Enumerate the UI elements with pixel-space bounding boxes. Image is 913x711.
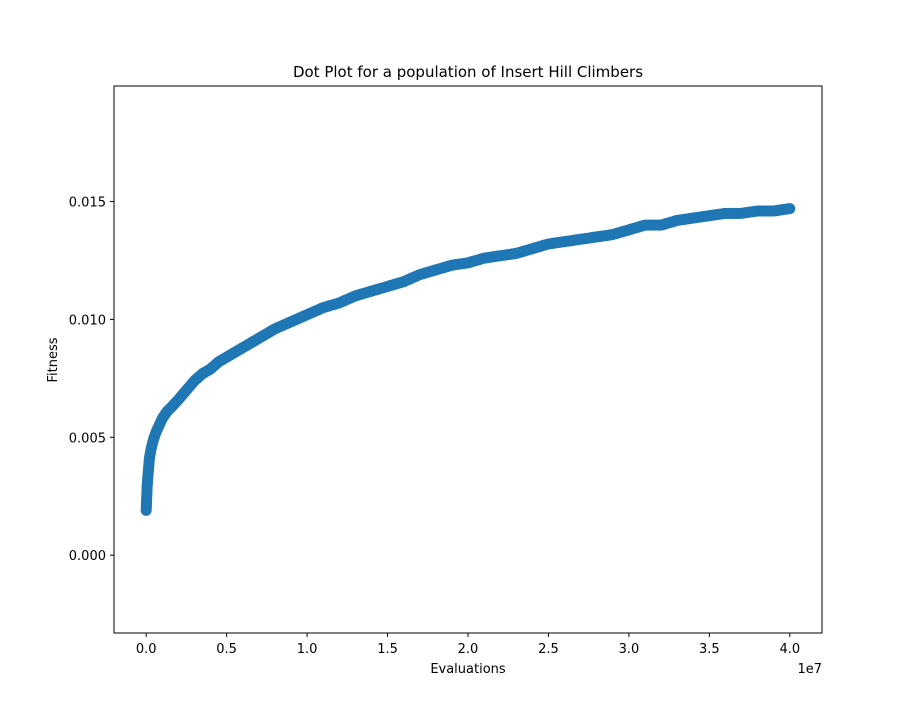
x-tick-label: 1.5 — [377, 642, 398, 657]
x-tick-label: 0.0 — [136, 642, 157, 657]
plot-area — [113, 85, 823, 634]
x-tick-label: 1.0 — [297, 642, 318, 657]
y-axis-label: Fitness — [46, 337, 61, 382]
chart-title: Dot Plot for a population of Insert Hill… — [293, 63, 643, 81]
y-tick-label: 0.000 — [69, 549, 106, 564]
y-tick-label: 0.010 — [69, 313, 106, 328]
data-point — [782, 203, 794, 215]
y-axis-ticks: 0.000 0.005 0.010 0.015 — [69, 196, 114, 564]
x-tick-label: 2.5 — [538, 642, 559, 657]
x-axis-ticks: 0.0 0.5 1.0 1.5 2.0 2.5 3.0 3.5 4.0 — [136, 633, 800, 657]
x-tick-label: 2.0 — [458, 642, 479, 657]
x-tick-label: 3.0 — [619, 642, 640, 657]
data-points — [140, 203, 796, 516]
x-tick-label: 4.0 — [779, 642, 800, 657]
x-tick-label: 3.5 — [699, 642, 720, 657]
x-axis-offset-label: 1e7 — [797, 662, 822, 677]
y-tick-label: 0.015 — [69, 196, 106, 211]
x-axis-label: Evaluations — [430, 662, 506, 677]
y-tick-label: 0.005 — [69, 431, 106, 446]
x-tick-label: 0.5 — [216, 642, 237, 657]
